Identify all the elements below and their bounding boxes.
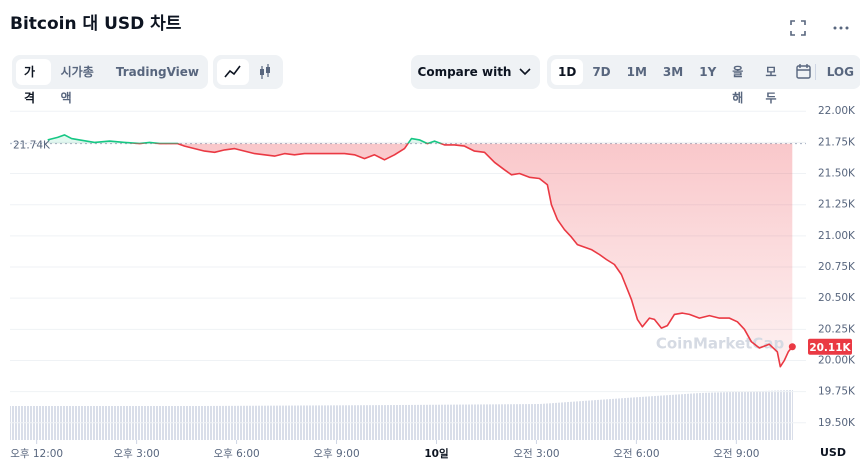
y-tick-label: 19.50K <box>818 417 856 429</box>
tab[interactable]: 시가총액 <box>60 65 94 105</box>
y-tick-label: 21.00K <box>818 230 856 242</box>
range[interactable]: 1D <box>551 59 584 85</box>
y-tick-label: 19.75K <box>818 386 856 398</box>
tab[interactable]: TradingView <box>115 65 199 79</box>
y-tick-label: 22.00K <box>818 105 856 117</box>
range[interactable]: 3M <box>662 65 684 79</box>
fullscreen-icon[interactable] <box>788 18 808 38</box>
reference-label: 21.74K <box>13 140 51 152</box>
divider <box>814 64 816 80</box>
price-tag <box>808 338 852 355</box>
currency-label: USD <box>820 446 846 459</box>
chevron <box>519 68 532 76</box>
price-line <box>47 134 793 368</box>
chart-style <box>213 55 283 89</box>
last-point <box>788 343 796 351</box>
more-icon[interactable] <box>830 18 852 38</box>
x-tick-label: 오후 6:00 <box>213 448 259 460</box>
x-tick-label: 오후 3:00 <box>113 448 159 460</box>
area-below <box>177 143 793 367</box>
tab[interactable]: 가격 <box>16 59 51 105</box>
range[interactable]: 1M <box>626 65 647 79</box>
y-tick-label: 20.75K <box>818 261 856 273</box>
range[interactable]: 1Y <box>699 65 717 79</box>
price-tag-label: 20.11K <box>809 342 851 354</box>
compare-label: Compare with <box>417 65 512 79</box>
x-tick-label: 오후 12:00 <box>10 448 63 460</box>
view-tabs: 가격 시가총액 TradingView <box>12 55 208 105</box>
range[interactable]: 7D <box>592 65 611 79</box>
calendar-icon[interactable] <box>791 62 811 82</box>
volume-bars <box>10 390 793 440</box>
watermark: CoinMarketCap <box>656 335 785 353</box>
x-tick-label: 오후 9:00 <box>313 448 359 460</box>
title: Bitcoin 대 USD 차트 <box>10 14 182 34</box>
range[interactable]: 올해 <box>732 65 744 105</box>
y-tick-label: 21.25K <box>818 199 856 211</box>
y-tick-label: 21.75K <box>818 136 856 148</box>
x-tick-label: 오전 9:00 <box>713 448 759 460</box>
y-tick-label: 20.00K <box>818 354 856 366</box>
x-tick-label: 10일 <box>424 447 448 460</box>
y-tick-label: 20.25K <box>818 323 856 335</box>
x-tick-label: 오전 6:00 <box>613 448 659 460</box>
compare-dropdown[interactable]: Compare with <box>411 55 540 89</box>
log-toggle[interactable]: LOG <box>826 65 854 79</box>
range[interactable]: 모두 <box>765 65 777 105</box>
y-tick-label: 21.50K <box>818 168 856 180</box>
range-tabs: 1D 7D 1M 3M 1Y 올해 모두 LOG <box>547 55 860 105</box>
y-tick-label: 20.50K <box>818 292 856 304</box>
style-icons[interactable] <box>213 55 283 89</box>
x-tick-label: 오전 3:00 <box>513 448 559 460</box>
